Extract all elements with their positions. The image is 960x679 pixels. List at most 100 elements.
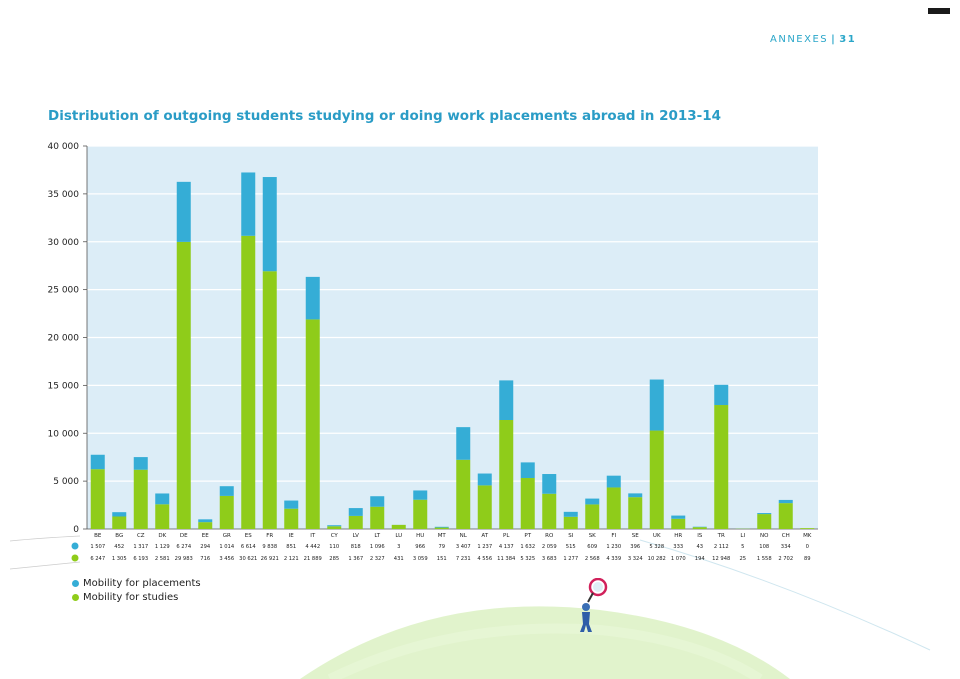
table-cell-studies: 7 231 <box>456 556 471 562</box>
x-tick-label: IE <box>289 533 295 539</box>
legend: Mobility for placements Mobility for stu… <box>72 576 201 604</box>
table-cell-placements: 43 <box>696 544 703 550</box>
x-tick-label: TR <box>717 533 725 539</box>
bar-placements-NL <box>456 427 471 460</box>
bar-studies-CY <box>327 526 342 529</box>
table-cell-placements: 1 507 <box>90 544 105 550</box>
bar-studies-BE <box>90 469 105 529</box>
legend-label-placements: Mobility for placements <box>83 577 201 589</box>
table-cell-studies: 194 <box>695 556 706 562</box>
x-tick-label: CY <box>331 533 339 539</box>
bar-placements-FI <box>606 475 621 488</box>
table-cell-studies: 29 983 <box>175 556 193 562</box>
x-tick-label: RO <box>545 533 554 539</box>
running-head-separator: | <box>831 34 837 45</box>
legend-item-placements: Mobility for placements <box>72 576 201 590</box>
bar-placements-LV <box>348 508 363 516</box>
table-cell-placements: 334 <box>781 544 792 550</box>
bar-studies-GR <box>219 495 234 529</box>
x-tick-label: SI <box>568 533 573 539</box>
bar-placements-HR <box>671 515 686 519</box>
x-tick-label: PL <box>503 533 510 539</box>
table-cell-placements: 1 230 <box>606 544 621 550</box>
table-cell-placements: 79 <box>438 544 445 550</box>
table-cell-studies: 3 059 <box>413 556 428 562</box>
table-cell-placements: 515 <box>566 544 576 550</box>
x-tick-label: FI <box>611 533 616 539</box>
x-tick-label: MT <box>438 533 447 539</box>
bar-placements-MT <box>434 526 449 528</box>
bar-placements-PT <box>520 462 535 479</box>
bar-placements-UK <box>649 379 664 431</box>
table-cell-placements: 6 614 <box>241 544 257 550</box>
table-cell-placements: 1 632 <box>520 544 535 550</box>
table-cell-studies: 3 456 <box>219 556 234 562</box>
y-tick-label: 35 000 <box>48 190 80 200</box>
x-tick-label: SK <box>589 533 596 539</box>
table-cell-placements: 108 <box>759 544 769 550</box>
x-tick-label: NO <box>760 533 769 539</box>
bar-studies-MT <box>434 527 449 529</box>
table-cell-studies: 21 889 <box>304 556 322 562</box>
table-cell-placements: 851 <box>286 544 296 550</box>
bar-placements-GR <box>219 486 234 496</box>
bar-studies-RO <box>542 493 557 529</box>
table-cell-studies: 1 070 <box>671 556 686 562</box>
bar-placements-DK <box>155 493 170 505</box>
page-number: 31 <box>839 34 857 45</box>
bar-placements-CZ <box>133 457 148 470</box>
person-with-magnifier-icon <box>580 578 608 632</box>
table-cell-studies: 1 277 <box>563 556 578 562</box>
bar-placements-NO <box>757 513 772 515</box>
bar-placements-IT <box>305 276 320 320</box>
bar-studies-MK <box>800 528 815 529</box>
x-tick-label: CH <box>782 533 790 539</box>
bar-studies-CZ <box>133 469 148 529</box>
table-cell-studies: 151 <box>437 556 447 562</box>
table-cell-studies: 2 327 <box>370 556 385 562</box>
bar-placements-IE <box>284 500 299 509</box>
table-cell-placements: 110 <box>329 544 339 550</box>
table-cell-studies: 1 367 <box>348 556 363 562</box>
legend-swatch-placements <box>72 579 79 587</box>
table-cell-studies: 12 948 <box>712 556 730 562</box>
x-tick-label: MK <box>803 533 812 539</box>
table-cell-studies: 11 384 <box>497 556 516 562</box>
bar-placements-RO <box>542 474 557 494</box>
table-cell-placements: 1 129 <box>155 544 170 550</box>
x-tick-label: GR <box>223 533 231 539</box>
table-cell-placements: 2 112 <box>714 544 729 550</box>
bar-studies-HU <box>413 499 428 529</box>
table-cell-studies: 5 325 <box>520 556 535 562</box>
table-cell-studies: 4 556 <box>477 556 492 562</box>
bar-studies-SE <box>628 497 643 529</box>
bar-studies-NO <box>757 514 772 529</box>
corner-mark <box>928 8 950 14</box>
running-head: ANNEXES | 31 <box>770 34 920 45</box>
bar-placements-SE <box>628 493 643 498</box>
bar-placements-SI <box>563 511 578 517</box>
table-cell-studies: 4 339 <box>606 556 621 562</box>
bar-studies-ES <box>241 235 256 529</box>
table-cell-placements: 294 <box>200 544 211 550</box>
table-cell-studies: 26 921 <box>261 556 279 562</box>
x-tick-label: LV <box>353 533 359 539</box>
table-cell-placements: 3 407 <box>456 544 471 550</box>
bar-studies-BG <box>112 516 127 529</box>
y-tick-label: 25 000 <box>48 286 80 296</box>
table-cell-placements: 818 <box>351 544 361 550</box>
table-cell-placements: 396 <box>630 544 640 550</box>
y-tick-label: 15 000 <box>48 381 80 391</box>
table-cell-placements: 3 <box>397 544 400 550</box>
x-tick-label: LT <box>374 533 380 539</box>
x-tick-label: AT <box>481 533 488 539</box>
running-head-section: ANNEXES <box>770 34 829 45</box>
table-cell-studies: 25 <box>739 556 746 562</box>
x-tick-label: NL <box>460 533 468 539</box>
legend-item-studies: Mobility for studies <box>72 590 201 604</box>
bar-studies-IS <box>692 527 707 529</box>
x-tick-label: LI <box>740 533 745 539</box>
y-tick-label: 0 <box>73 525 79 535</box>
table-cell-placements: 1 237 <box>477 544 492 550</box>
bar-studies-AT <box>477 485 492 529</box>
